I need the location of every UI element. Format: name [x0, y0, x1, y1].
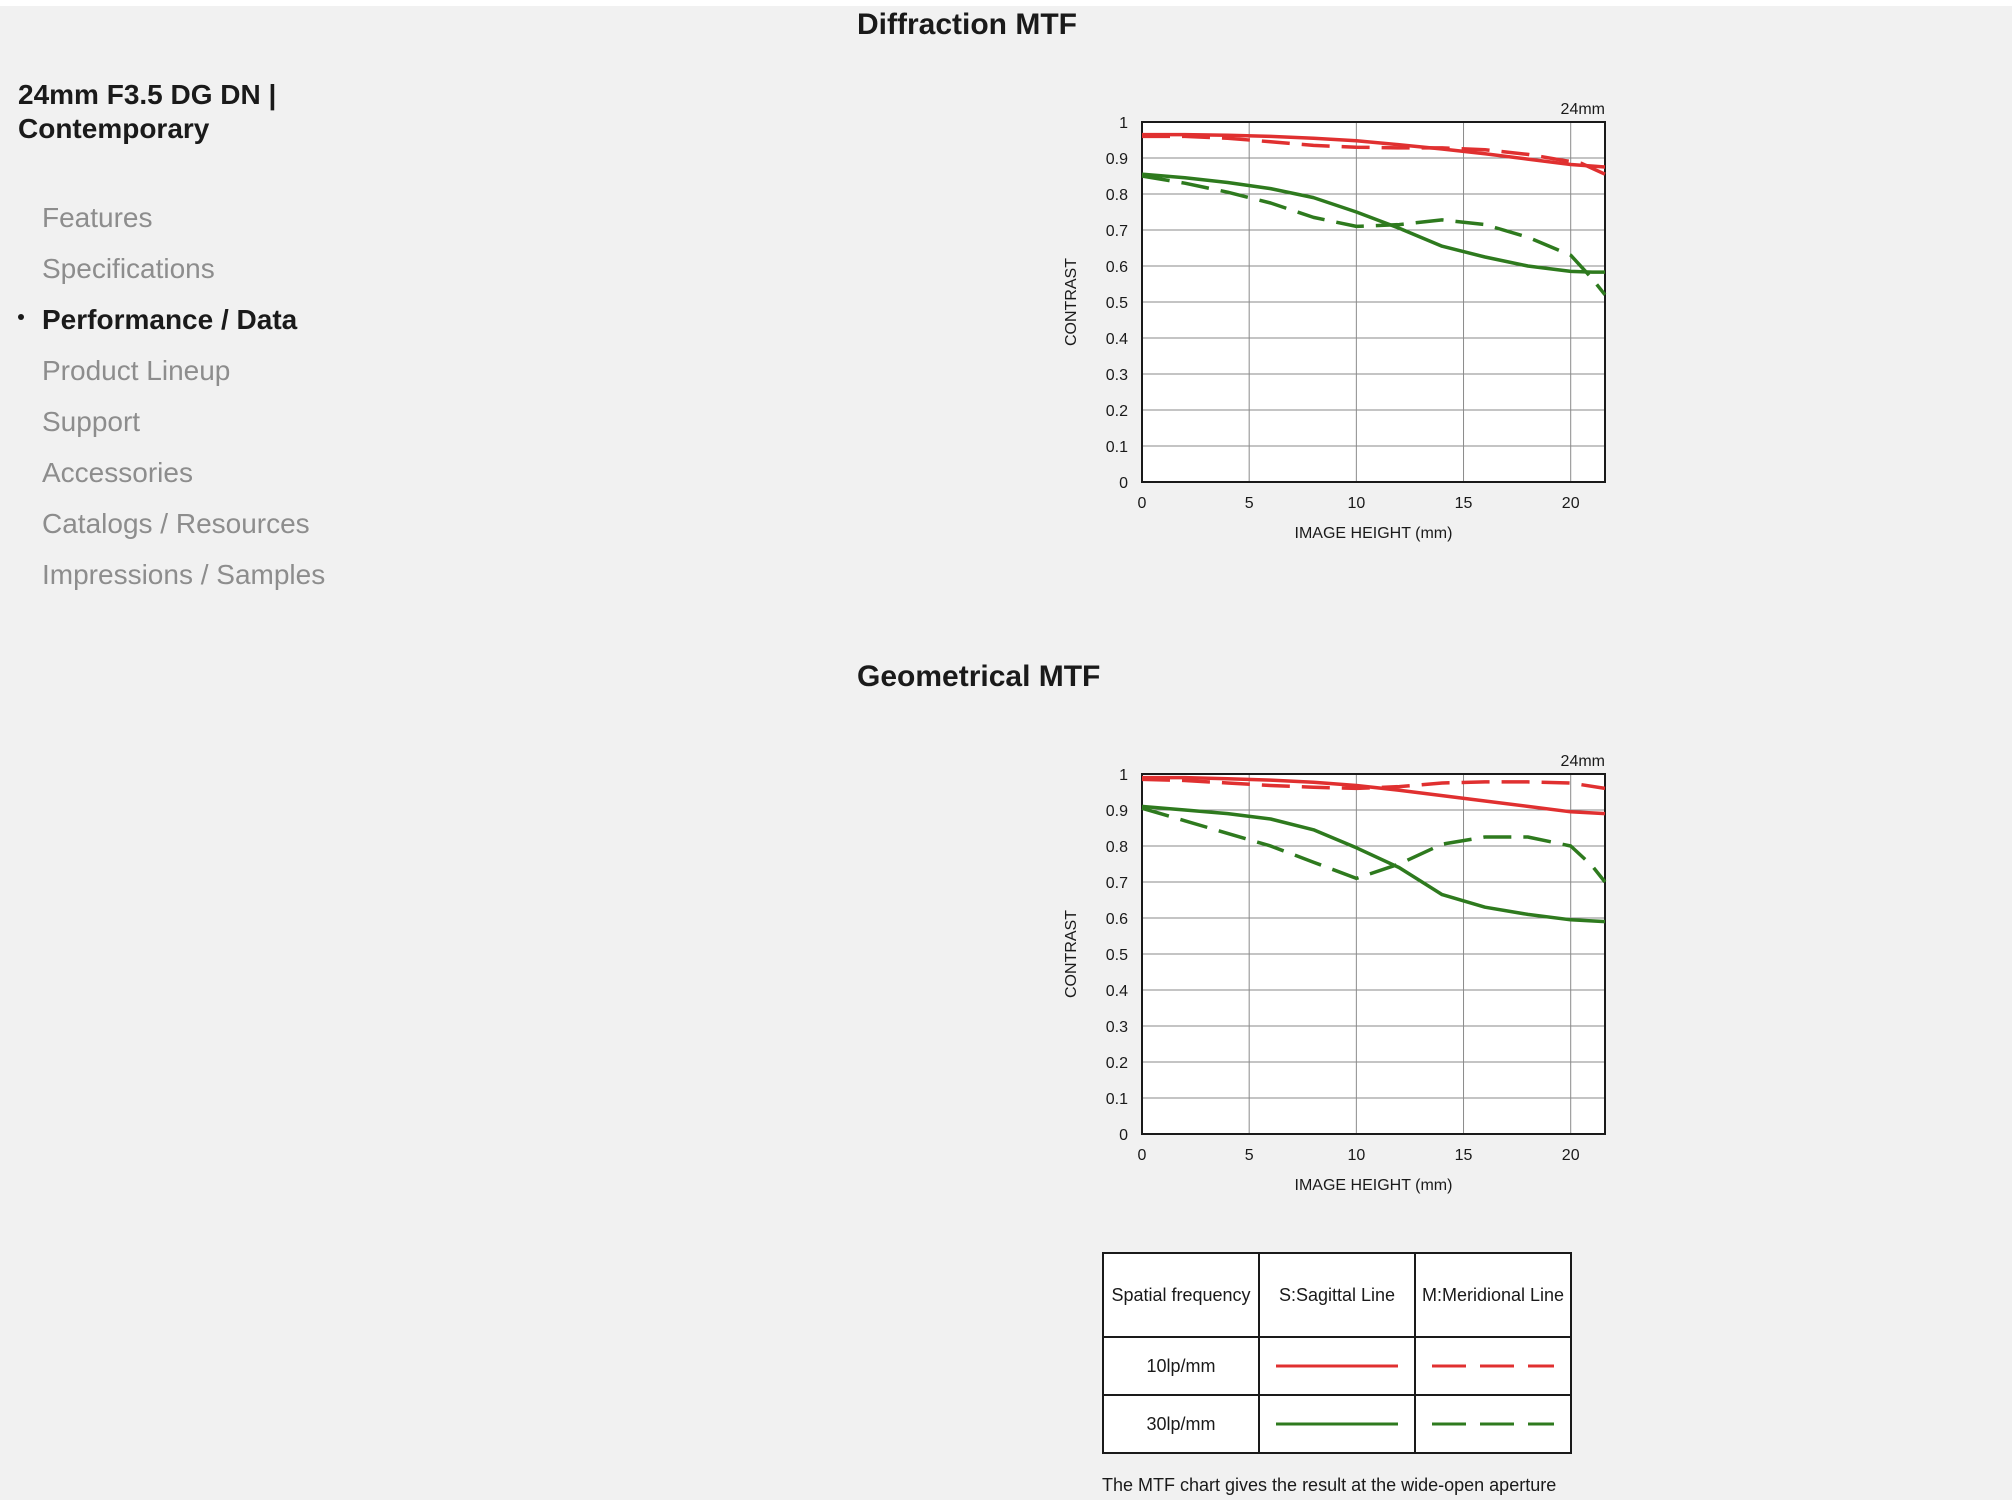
swatch-line-30-sagittal: [1276, 1422, 1398, 1426]
mtf-legend-table: Spatial frequency S:Sagittal Line M:Meri…: [1102, 1252, 1572, 1454]
y-tick-label: 0.1: [1106, 1091, 1128, 1108]
product-title: 24mm F3.5 DG DN | Contemporary: [18, 79, 277, 144]
y-tick-label: 0.8: [1106, 839, 1128, 856]
plot-frame: [1141, 121, 1606, 483]
plot-frame: [1141, 773, 1606, 1135]
legend-row-label: 30lp/mm: [1102, 1394, 1260, 1454]
x-axis-label: IMAGE HEIGHT (mm): [1295, 1177, 1453, 1194]
y-axis-label: CONTRAST: [1063, 910, 1080, 998]
nav-item-features[interactable]: Features: [42, 202, 153, 233]
y-tick-label: 0.2: [1106, 403, 1128, 420]
swatch-line-10-meridional: [1432, 1364, 1554, 1368]
y-tick-label: 0: [1119, 475, 1128, 492]
nav-item-support[interactable]: Support: [42, 406, 141, 437]
x-tick-label: 15: [1455, 1147, 1473, 1164]
nav-item-catalogs-resources[interactable]: Catalogs / Resources: [42, 508, 310, 539]
y-tick-label: 1: [1119, 115, 1128, 132]
section-title-geometrical-mtf: Geometrical MTF: [857, 660, 1101, 693]
legend-header-row: Spatial frequency S:Sagittal Line M:Meri…: [1102, 1252, 1572, 1338]
nav-item-specifications[interactable]: Specifications: [42, 253, 215, 284]
x-tick-label: 20: [1562, 495, 1580, 512]
y-tick-label: 0.6: [1106, 911, 1128, 928]
active-dot: [18, 314, 24, 320]
y-tick-label: 0.9: [1106, 151, 1128, 168]
nav-item-product-lineup[interactable]: Product Lineup: [42, 355, 231, 386]
series-line-30lp-mm-sagittal: [1141, 804, 1606, 924]
y-tick-label: 0.8: [1106, 187, 1128, 204]
series-line-30lp-mm-sagittal: [1141, 172, 1605, 274]
y-tick-label: 0.7: [1106, 875, 1128, 892]
side-nav: Features Specifications Performance / Da…: [18, 192, 325, 600]
x-tick-label: 0: [1138, 1147, 1147, 1164]
x-tick-label: 15: [1455, 495, 1473, 512]
y-tick-label: 0.3: [1106, 367, 1128, 384]
y-tick-label: 0: [1119, 1127, 1128, 1144]
x-tick-label: 20: [1562, 1147, 1580, 1164]
legend-header-frequency: Spatial frequency: [1102, 1252, 1260, 1338]
chart-corner-label: 24mm: [1561, 753, 1605, 770]
y-tick-label: 0.9: [1106, 803, 1128, 820]
y-tick-label: 0.4: [1106, 983, 1128, 1000]
nav-item-accessories[interactable]: Accessories: [42, 457, 193, 488]
x-tick-label: 10: [1347, 1147, 1365, 1164]
y-tick-label: 0.4: [1106, 331, 1128, 348]
legend-swatch-10-meridional: [1414, 1336, 1572, 1396]
series-line-30lp-mm-meridional: [1141, 174, 1607, 296]
legend-swatch-10-sagittal: [1258, 1336, 1416, 1396]
top-bar: [0, 0, 2012, 6]
legend-row-30lp: 30lp/mm: [1102, 1394, 1572, 1454]
x-tick-label: 5: [1245, 495, 1254, 512]
swatch-line-10-sagittal: [1276, 1364, 1398, 1368]
diffraction-mtf-chart: 00.10.20.30.40.50.60.70.80.910 5 10 15 2024m…: [1063, 101, 1607, 542]
x-axis-label: IMAGE HEIGHT (mm): [1295, 525, 1453, 542]
nav-item-impressions-samples[interactable]: Impressions / Samples: [42, 559, 326, 590]
y-tick-label: 1: [1119, 767, 1128, 784]
y-tick-label: 0.5: [1106, 295, 1128, 312]
section-title-diffraction-mtf: Diffraction MTF: [857, 8, 1077, 41]
nav-item-label: Performance / Data: [42, 304, 298, 335]
legend-row-label: 10lp/mm: [1102, 1336, 1260, 1396]
y-tick-label: 0.1: [1106, 439, 1128, 456]
y-tick-label: 0.7: [1106, 223, 1128, 240]
legend-swatch-30-sagittal: [1258, 1394, 1416, 1454]
swatch-line-30-meridional: [1432, 1422, 1554, 1426]
series-line-10lp-mm-sagittal: [1142, 775, 1606, 816]
x-tick-label: 5: [1245, 1147, 1254, 1164]
y-tick-label: 0.3: [1106, 1019, 1128, 1036]
y-axis-label: CONTRAST: [1063, 258, 1080, 346]
x-tick-label: 10: [1347, 495, 1365, 512]
y-tick-label: 0.2: [1106, 1055, 1128, 1072]
series-line-10lp-mm-meridional: [1142, 134, 1606, 176]
chart-corner-label: 24mm: [1561, 101, 1605, 118]
legend-row-10lp: 10lp/mm: [1102, 1336, 1572, 1396]
legend-swatch-30-meridional: [1414, 1394, 1572, 1454]
series-line-30lp-mm-meridional: [1141, 806, 1607, 884]
x-tick-label: 0: [1138, 495, 1147, 512]
y-tick-label: 0.5: [1106, 947, 1128, 964]
legend-header-sagittal: S:Sagittal Line: [1258, 1252, 1416, 1338]
series-line-10lp-mm-sagittal: [1142, 132, 1606, 169]
geometrical-mtf-chart: 00.10.20.30.40.50.60.70.80.910 5 10 15 2024m…: [1063, 753, 1607, 1194]
legend-header-meridional: M:Meridional Line: [1414, 1252, 1572, 1338]
mtf-note: The MTF chart gives the result at the wi…: [1102, 1475, 1557, 1495]
nav-item-performance-data[interactable]: Performance / Data: [18, 294, 325, 345]
y-tick-label: 0.6: [1106, 259, 1128, 276]
